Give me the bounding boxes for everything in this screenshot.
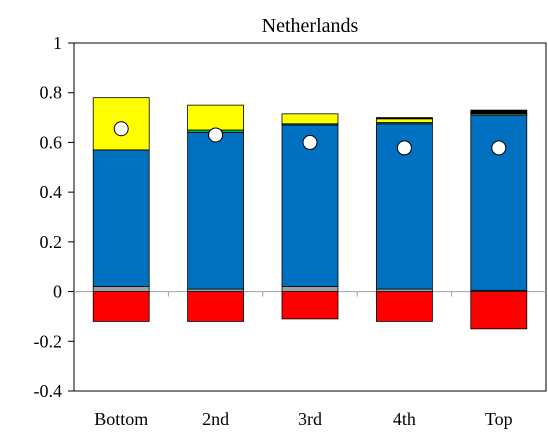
plot-area: 1 0.8 0.6 0.4 0.2 0 -0.2 -0.4 Bottom 2nd 3rd 4th Top <box>34 33 547 429</box>
x-category-label: Top <box>485 409 513 429</box>
bar-segment <box>375 291 433 322</box>
y-tick-label: -0.2 <box>34 331 63 351</box>
bar-segment <box>470 291 528 330</box>
bar-segment <box>92 149 150 287</box>
bar-segment <box>281 286 339 292</box>
bar-segment <box>92 291 150 322</box>
y-tick-label: 0.8 <box>40 83 63 103</box>
bar-segment <box>187 104 245 131</box>
y-tick-label: 0 <box>53 282 62 302</box>
y-tick-label: 0.6 <box>40 132 63 152</box>
chart-title: Netherlands <box>262 15 359 37</box>
bar-segment <box>281 113 339 125</box>
bar-segment <box>470 109 528 115</box>
x-category-label: Bottom <box>94 409 148 429</box>
bar-segment <box>187 132 245 290</box>
marker-point <box>113 121 129 137</box>
marker-point <box>302 134 318 150</box>
plot-frame <box>73 42 547 392</box>
bar-segment <box>281 124 339 287</box>
x-category-label: 2nd <box>202 409 229 429</box>
bar-segment <box>281 291 339 320</box>
bar-segment <box>92 286 150 292</box>
bar-segment <box>375 118 433 123</box>
marker-point <box>208 127 224 143</box>
y-tick-label: 0.4 <box>40 182 63 202</box>
marker-point <box>396 140 412 156</box>
x-category-label: 3rd <box>298 409 322 429</box>
bar-segment <box>375 117 433 120</box>
y-tick-label: 0.2 <box>40 232 63 252</box>
y-tick-label: -0.4 <box>34 381 63 401</box>
bar-segment <box>187 291 245 322</box>
x-category-label: 4th <box>393 409 416 429</box>
y-tick-label: 1 <box>53 33 62 53</box>
marker-point <box>491 140 507 156</box>
